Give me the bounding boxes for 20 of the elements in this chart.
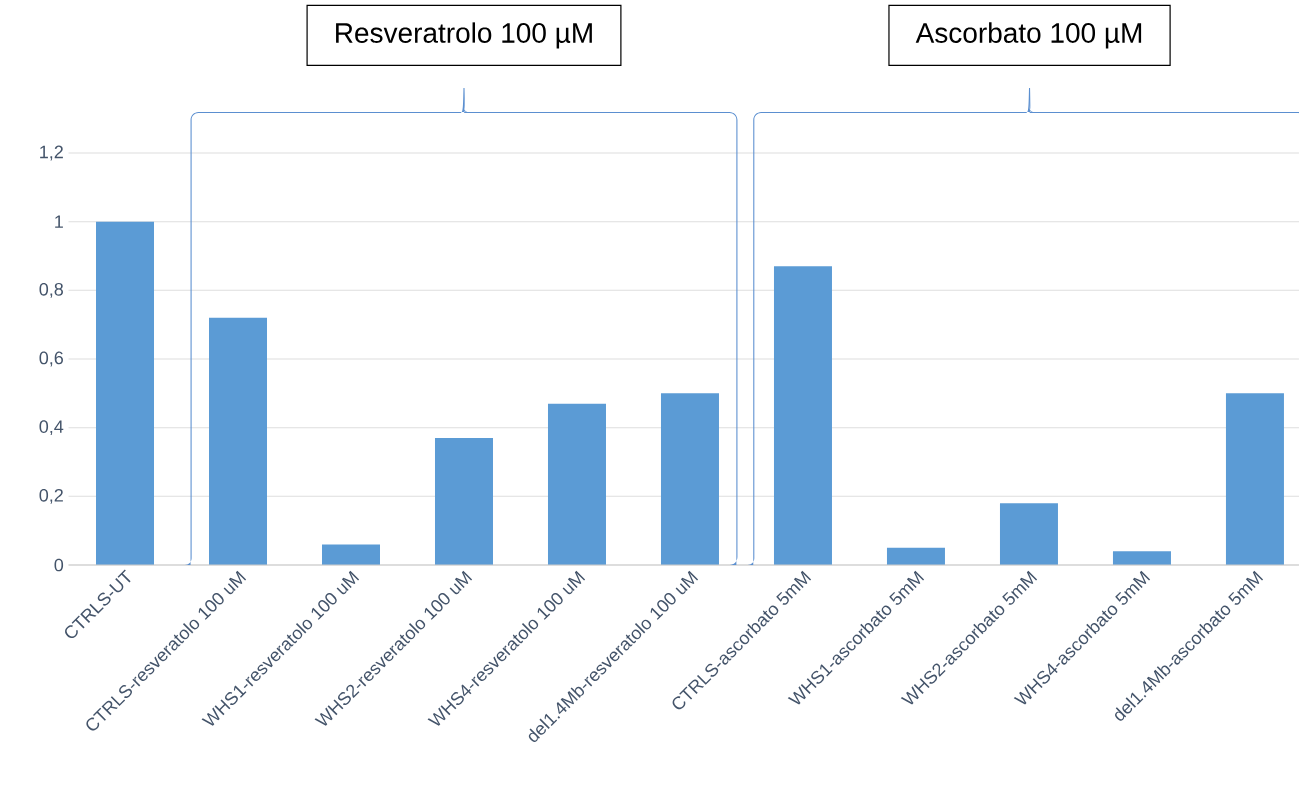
text: Resveratrolo 100 µM xyxy=(336,22,592,49)
bar xyxy=(96,221,154,565)
bar xyxy=(434,437,493,565)
bar xyxy=(660,393,719,565)
y-tick-label: 0,8 xyxy=(39,282,64,298)
y-tick-label: 0,4 xyxy=(39,420,64,436)
bar xyxy=(999,503,1058,565)
y-tick-label: 0 xyxy=(54,558,64,572)
y-tick-label: 0,2 xyxy=(39,488,63,504)
y-tick-label: 1 xyxy=(55,215,63,228)
bar xyxy=(322,544,380,565)
bar xyxy=(1112,551,1171,565)
y-tick-label: 1,2 xyxy=(40,145,63,161)
bar xyxy=(547,403,606,565)
bar xyxy=(773,266,832,565)
bar xyxy=(886,547,945,565)
y-tick-label: 0,6 xyxy=(39,351,64,367)
bar xyxy=(1225,393,1284,565)
text: Ascorbato 100 µM xyxy=(915,22,1142,49)
bar xyxy=(209,317,267,565)
